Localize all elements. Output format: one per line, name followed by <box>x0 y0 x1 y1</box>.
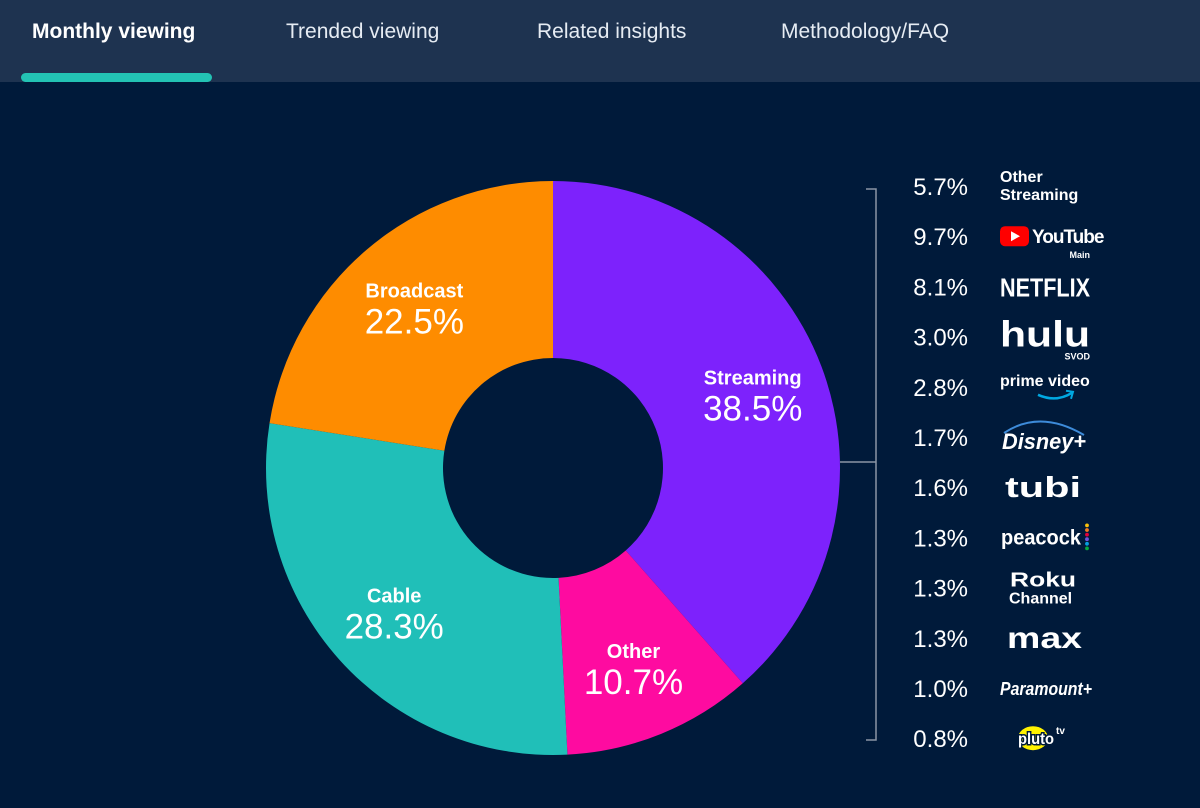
legend-row-youtube: 9.7% YouTube Main <box>913 224 1105 260</box>
legend-value: 1.3% <box>913 626 968 653</box>
svg-text:NETFLIX: NETFLIX <box>1000 272 1091 302</box>
svg-text:YouTube: YouTube <box>1032 227 1104 248</box>
peacock-dot-icon <box>1085 532 1089 537</box>
viewing-donut-chart: Streaming38.5%Other10.7%Cable28.3%Broadc… <box>265 169 1105 756</box>
svg-text:peacock: peacock <box>1001 526 1081 549</box>
youtube-logo: YouTube Main <box>1000 226 1105 260</box>
slice-label-cable: Cable <box>367 586 421 608</box>
peacock-dot-icon <box>1085 528 1089 532</box>
tab-related-insights[interactable]: Related insights <box>537 20 687 43</box>
legend-row-netflix: 8.1% NETFLIX <box>913 272 1090 302</box>
prime-video-logo: prime video <box>1000 373 1090 400</box>
svg-text:Other: Other <box>1000 169 1043 186</box>
svg-text:Disney+: Disney+ <box>1002 429 1086 454</box>
streaming-breakdown-bracket <box>840 188 877 741</box>
tab-monthly-viewing[interactable]: Monthly viewing <box>32 20 196 43</box>
peacock-dot-icon <box>1085 537 1089 542</box>
svg-text:Channel: Channel <box>1009 591 1072 608</box>
svg-text:Roku: Roku <box>1010 570 1076 592</box>
svg-text:max: max <box>1007 622 1082 655</box>
peacock-dot-icon <box>1085 523 1089 528</box>
pluto-tv-logo: pluto tv <box>1017 726 1065 751</box>
disney-arc-icon <box>1003 420 1085 436</box>
slice-value-broadcast: 22.5% <box>365 303 464 342</box>
legend-value: 8.1% <box>913 274 968 301</box>
legend-row-paramount-plus: 1.0% Paramount+ <box>913 676 1092 703</box>
peacock-logo: peacock <box>1001 523 1089 551</box>
peacock-dot-icon <box>1085 546 1089 551</box>
legend-row-prime-video: 2.8% prime video <box>913 373 1090 402</box>
legend-value: 2.8% <box>913 375 968 402</box>
slice-label-other: Other <box>607 641 661 663</box>
svg-text:prime video: prime video <box>1000 373 1090 390</box>
tab-trended-viewing[interactable]: Trended viewing <box>286 20 440 43</box>
legend-row-peacock: 1.3% peacock <box>913 523 1089 552</box>
svg-text:pluto: pluto <box>1018 731 1054 748</box>
legend-value: 1.6% <box>913 475 968 502</box>
pluto-badge-icon <box>1018 726 1048 751</box>
slice-broadcast <box>269 181 553 451</box>
svg-text:Main: Main <box>1069 250 1090 260</box>
slice-label-streaming: Streaming <box>704 368 802 390</box>
legend-value: 1.0% <box>913 676 968 703</box>
slice-streaming <box>553 181 840 684</box>
slice-value-cable: 28.3% <box>345 608 444 647</box>
legend-value: 1.3% <box>913 576 968 603</box>
tab-bar: Monthly viewing Trended viewing Related … <box>0 0 1200 82</box>
max-logo: max <box>1007 622 1082 655</box>
legend-value: 3.0% <box>913 325 968 352</box>
legend-value: 5.7% <box>913 174 968 201</box>
donut-segments <box>265 181 840 756</box>
slice-value-other: 10.7% <box>584 663 683 702</box>
legend-row-disney-plus: 1.7% Disney+ <box>913 420 1086 454</box>
disney-plus-logo: Disney+ <box>1002 420 1086 454</box>
tab-methodology-faq[interactable]: Methodology/FAQ <box>781 20 950 43</box>
legend-row-tubi: 1.6% tubi <box>913 472 1081 504</box>
slice-cable <box>265 423 568 756</box>
peacock-dot-icon <box>1085 541 1089 546</box>
legend-value: 1.3% <box>913 525 968 552</box>
tubi-logo: tubi <box>1005 472 1081 504</box>
legend-row-pluto-tv: 0.8% pluto tv <box>913 726 1065 753</box>
svg-text:SVOD: SVOD <box>1064 352 1090 362</box>
slice-value-streaming: 38.5% <box>703 390 802 429</box>
legend-row-max: 1.3% max <box>913 622 1082 655</box>
paramount-plus-logo: Paramount+ <box>1000 679 1092 699</box>
svg-text:tubi: tubi <box>1005 472 1081 504</box>
svg-text:hulu: hulu <box>1000 314 1090 355</box>
legend-value: 0.8% <box>913 726 968 753</box>
netflix-logo: NETFLIX <box>1000 272 1091 302</box>
svg-text:tv: tv <box>1056 726 1065 737</box>
legend-value: 9.7% <box>913 224 968 251</box>
slice-other <box>558 550 743 755</box>
svg-text:Streaming: Streaming <box>1000 187 1078 204</box>
active-tab-indicator <box>21 73 212 82</box>
svg-text:Paramount+: Paramount+ <box>1000 679 1092 699</box>
legend-value: 1.7% <box>913 425 968 452</box>
slice-label-broadcast: Broadcast <box>365 281 463 303</box>
prime-smile-icon <box>1037 391 1073 400</box>
